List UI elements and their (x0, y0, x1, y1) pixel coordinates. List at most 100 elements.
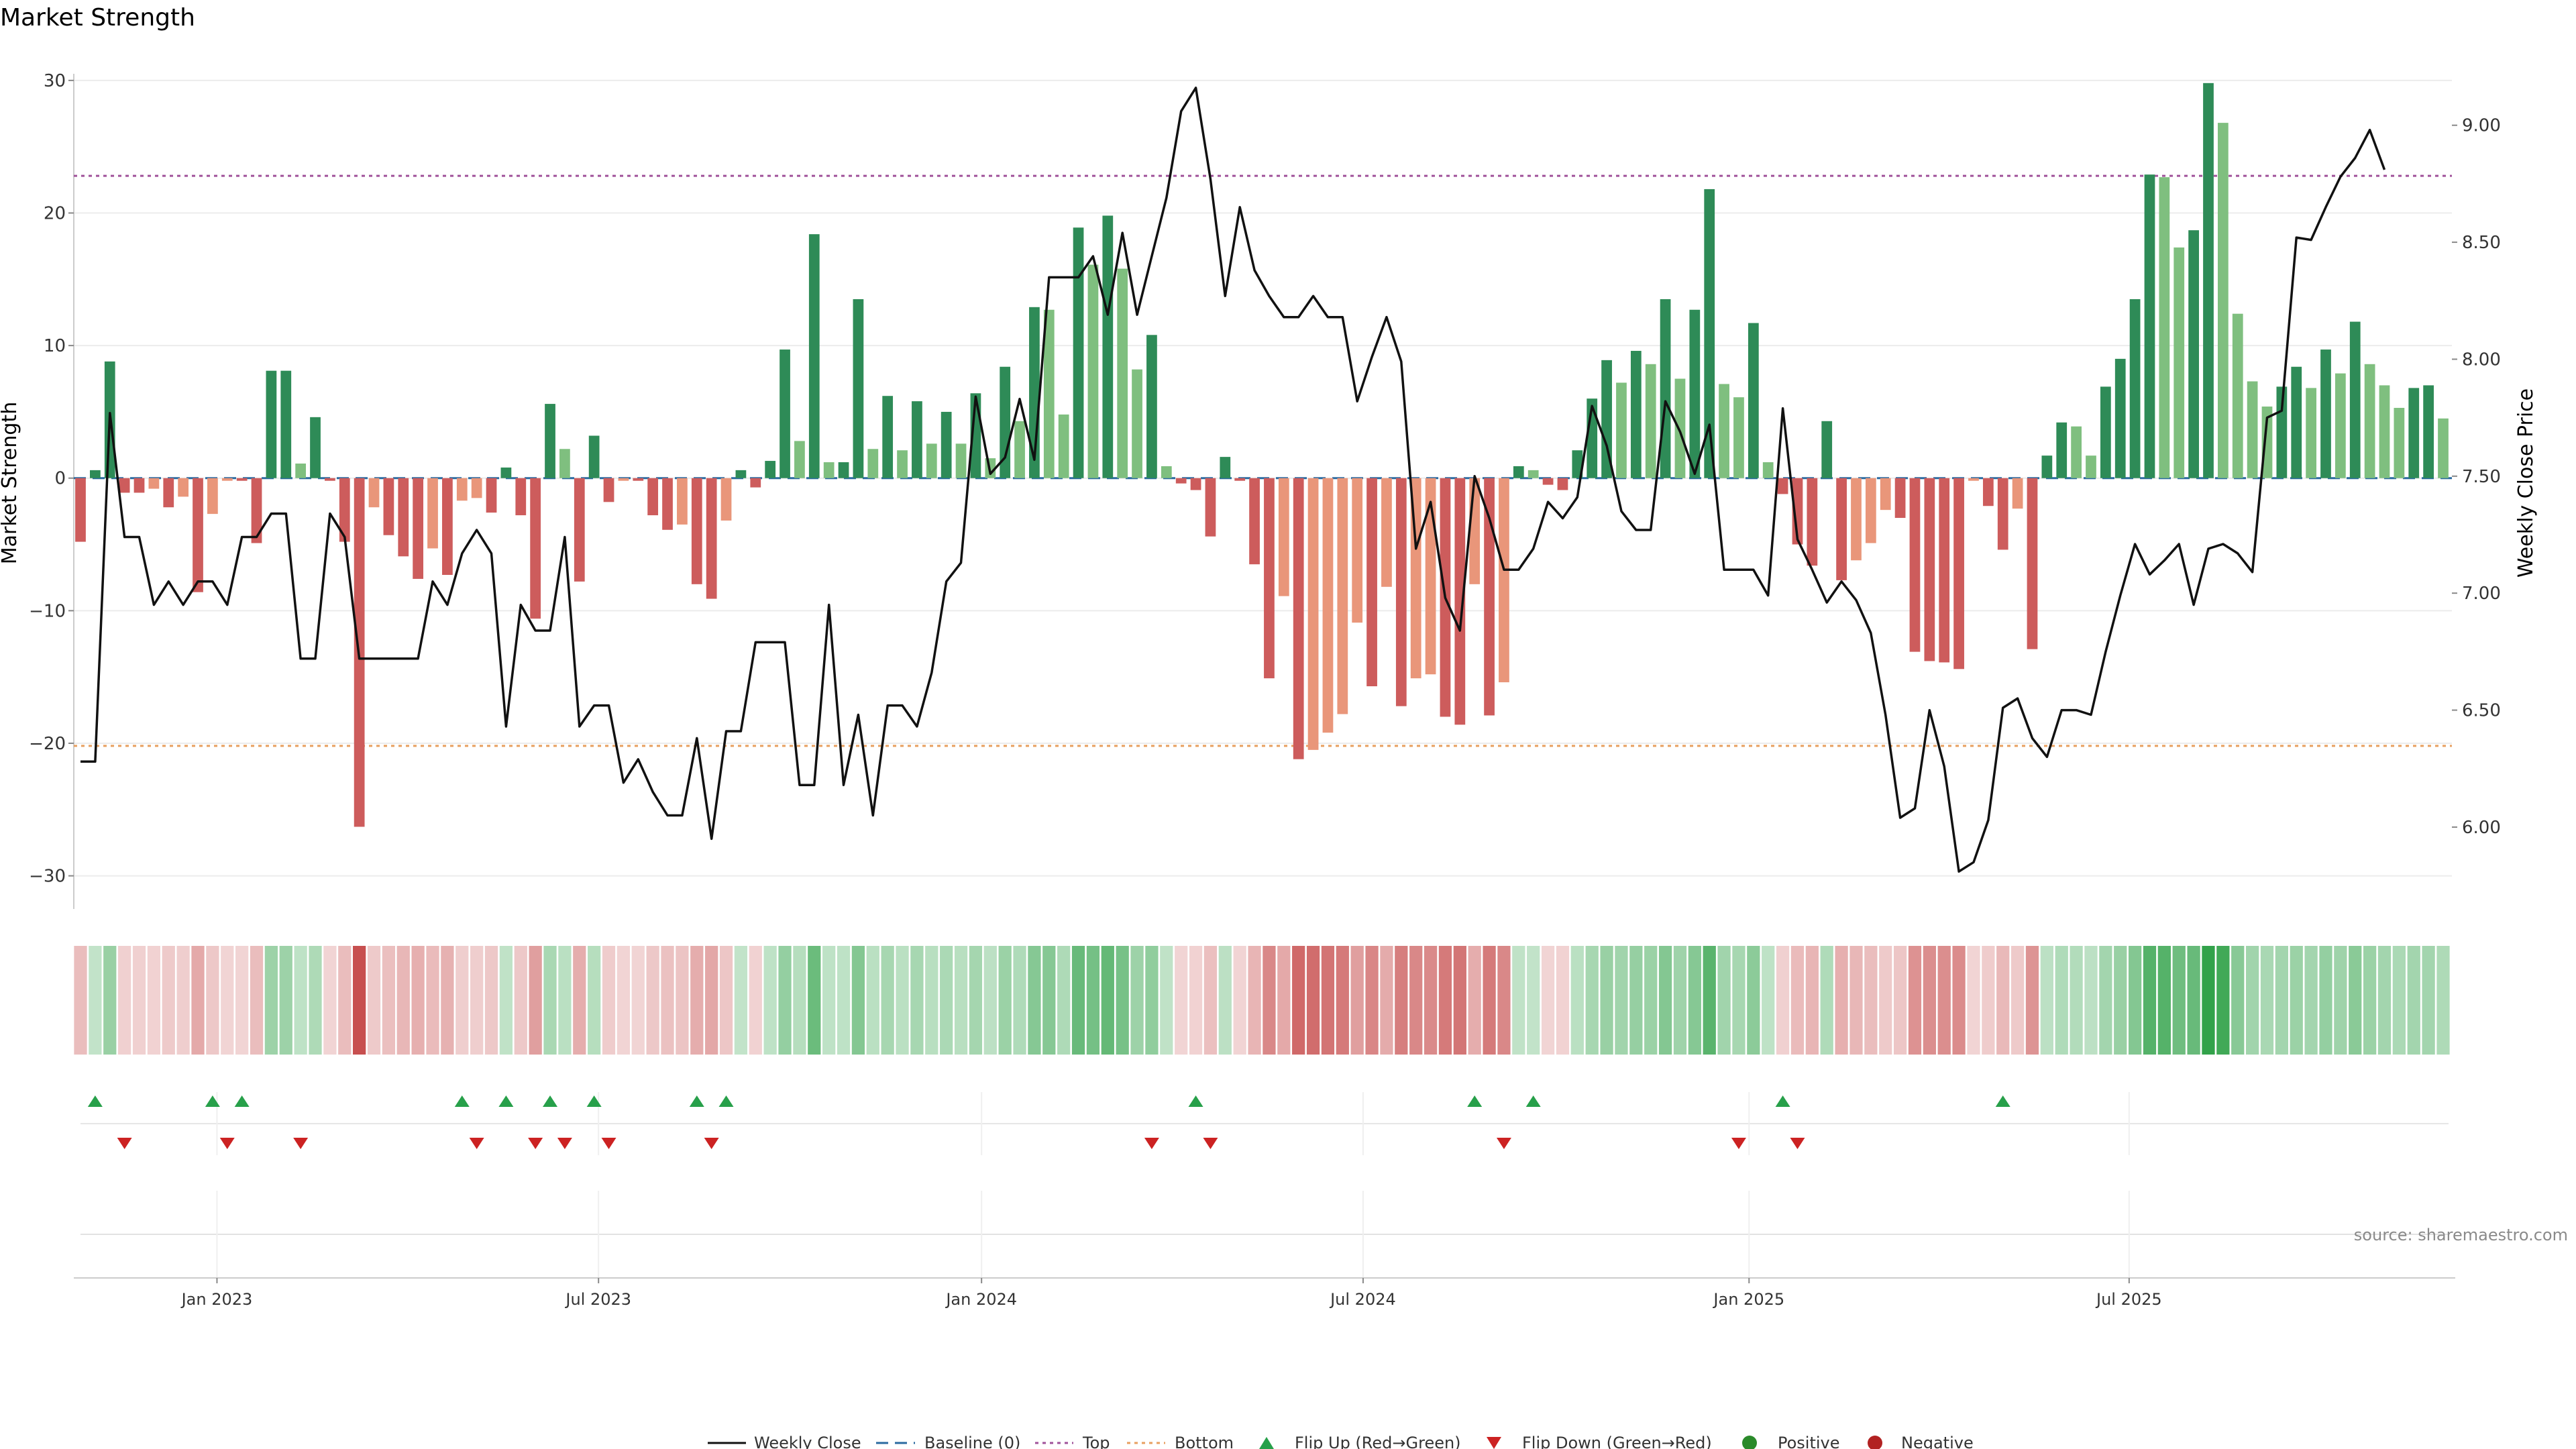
date-tick-label: Jul 2025 (2095, 1290, 2162, 1309)
flip-down-marker (293, 1138, 309, 1149)
legend-weekly-close: Weekly Close (754, 1434, 861, 1449)
strength-bar (1851, 478, 1862, 561)
heat-cell (1908, 946, 1922, 1055)
strength-bar (1337, 478, 1348, 714)
heat-cell (89, 946, 102, 1055)
strength-bar (1674, 378, 1686, 478)
heat-cell (1130, 946, 1144, 1055)
heat-cell (1776, 946, 1790, 1055)
strength-bar (1087, 264, 1099, 478)
heat-cell (1952, 946, 1966, 1055)
strength-bar (765, 461, 776, 478)
strength-bar (1704, 189, 1715, 478)
heat-cell (2245, 946, 2259, 1055)
heat-cell (529, 946, 542, 1055)
heat-cell (2025, 946, 2039, 1055)
strength-bar (280, 370, 292, 478)
strength-bar (310, 417, 321, 478)
heat-cell (2099, 946, 2112, 1055)
strength-bar (325, 478, 335, 481)
strength-bar (133, 478, 145, 493)
heat-cell (2422, 946, 2435, 1055)
legend-positive-dot (1742, 1436, 1757, 1449)
flip-down-marker (528, 1138, 543, 1149)
heat-cell (2070, 946, 2083, 1055)
strength-bar (2247, 381, 2258, 478)
strength-bar (2379, 385, 2390, 478)
flip-up-marker (543, 1095, 558, 1107)
strength-bar (1762, 462, 1774, 478)
heat-cell (250, 946, 264, 1055)
strength-bar (368, 478, 380, 508)
heat-cell (1615, 946, 1628, 1055)
strength-bar (2291, 366, 2302, 478)
heat-cell (2363, 946, 2377, 1055)
heat-cell (2334, 946, 2347, 1055)
heat-cell (118, 946, 131, 1055)
heat-cell (940, 946, 953, 1055)
heat-cell (2260, 946, 2274, 1055)
strength-bar (823, 462, 835, 478)
heat-cell (543, 946, 557, 1055)
heat-cell (396, 946, 410, 1055)
strength-bar (427, 478, 438, 549)
heat-cell (851, 946, 865, 1055)
strength-bar (1807, 478, 1818, 566)
flip-up-marker (1995, 1095, 2010, 1107)
strength-bar (178, 478, 189, 497)
strength-bar (735, 470, 747, 478)
heat-cell (1732, 946, 1746, 1055)
heat-cell (1160, 946, 1173, 1055)
heat-cell (2407, 946, 2420, 1055)
strength-bar (662, 478, 673, 530)
strength-bar (1220, 457, 1231, 478)
heat-cell (1071, 946, 1085, 1055)
heat-cell (1145, 946, 1159, 1055)
strength-bar (1058, 414, 1069, 478)
strength-bar (1689, 309, 1701, 478)
heat-cell (1395, 946, 1408, 1055)
strength-bar (2056, 422, 2068, 478)
strength-bar (1381, 478, 1392, 587)
flip-down-marker (557, 1138, 572, 1149)
heat-cell (1879, 946, 1892, 1055)
y-tick-label: 0 (54, 469, 66, 489)
strength-bar (2349, 321, 2361, 478)
strength-bar (677, 478, 688, 525)
weekly-close-series (80, 87, 2386, 873)
heat-cell (441, 946, 454, 1055)
heat-cell (1790, 946, 1805, 1055)
date-axis: Jan 2023 Jul 2023 Jan 2024 Jul 2024 Jan 2025… (74, 1191, 2455, 1309)
strength-bar (2203, 83, 2214, 478)
strength-bar (1630, 351, 1642, 478)
y2-tick-label: 7.50 (2462, 467, 2501, 487)
strength-bar (193, 478, 203, 592)
heat-cell (1996, 946, 2010, 1055)
strength-bar (588, 435, 600, 478)
strength-bar (545, 404, 555, 478)
heat-cell (616, 946, 631, 1055)
heat-cell (1233, 946, 1246, 1055)
heat-cell (1028, 946, 1041, 1055)
strength-bar (1161, 466, 1172, 478)
heat-cell (353, 946, 366, 1055)
heat-cell (309, 946, 322, 1055)
heat-cell (1967, 946, 1980, 1055)
strength-bar (2276, 386, 2288, 478)
y-tick-label: −20 (29, 734, 66, 754)
strength-bar (148, 478, 160, 489)
heat-cell (910, 946, 924, 1055)
heat-cell (2010, 946, 2025, 1055)
date-tick-label: Jul 2024 (1329, 1290, 1396, 1309)
strength-bar (1234, 478, 1246, 481)
heat-cell (206, 946, 219, 1055)
heat-cell (147, 946, 161, 1055)
strength-bar (207, 478, 218, 515)
heat-cell (221, 946, 234, 1055)
strength-bar (1894, 478, 1906, 519)
heat-cell (602, 946, 616, 1055)
strength-bar (1733, 397, 1744, 478)
strength-bar (1454, 478, 1466, 725)
heat-cell (1248, 946, 1261, 1055)
heat-cell (1629, 946, 1643, 1055)
